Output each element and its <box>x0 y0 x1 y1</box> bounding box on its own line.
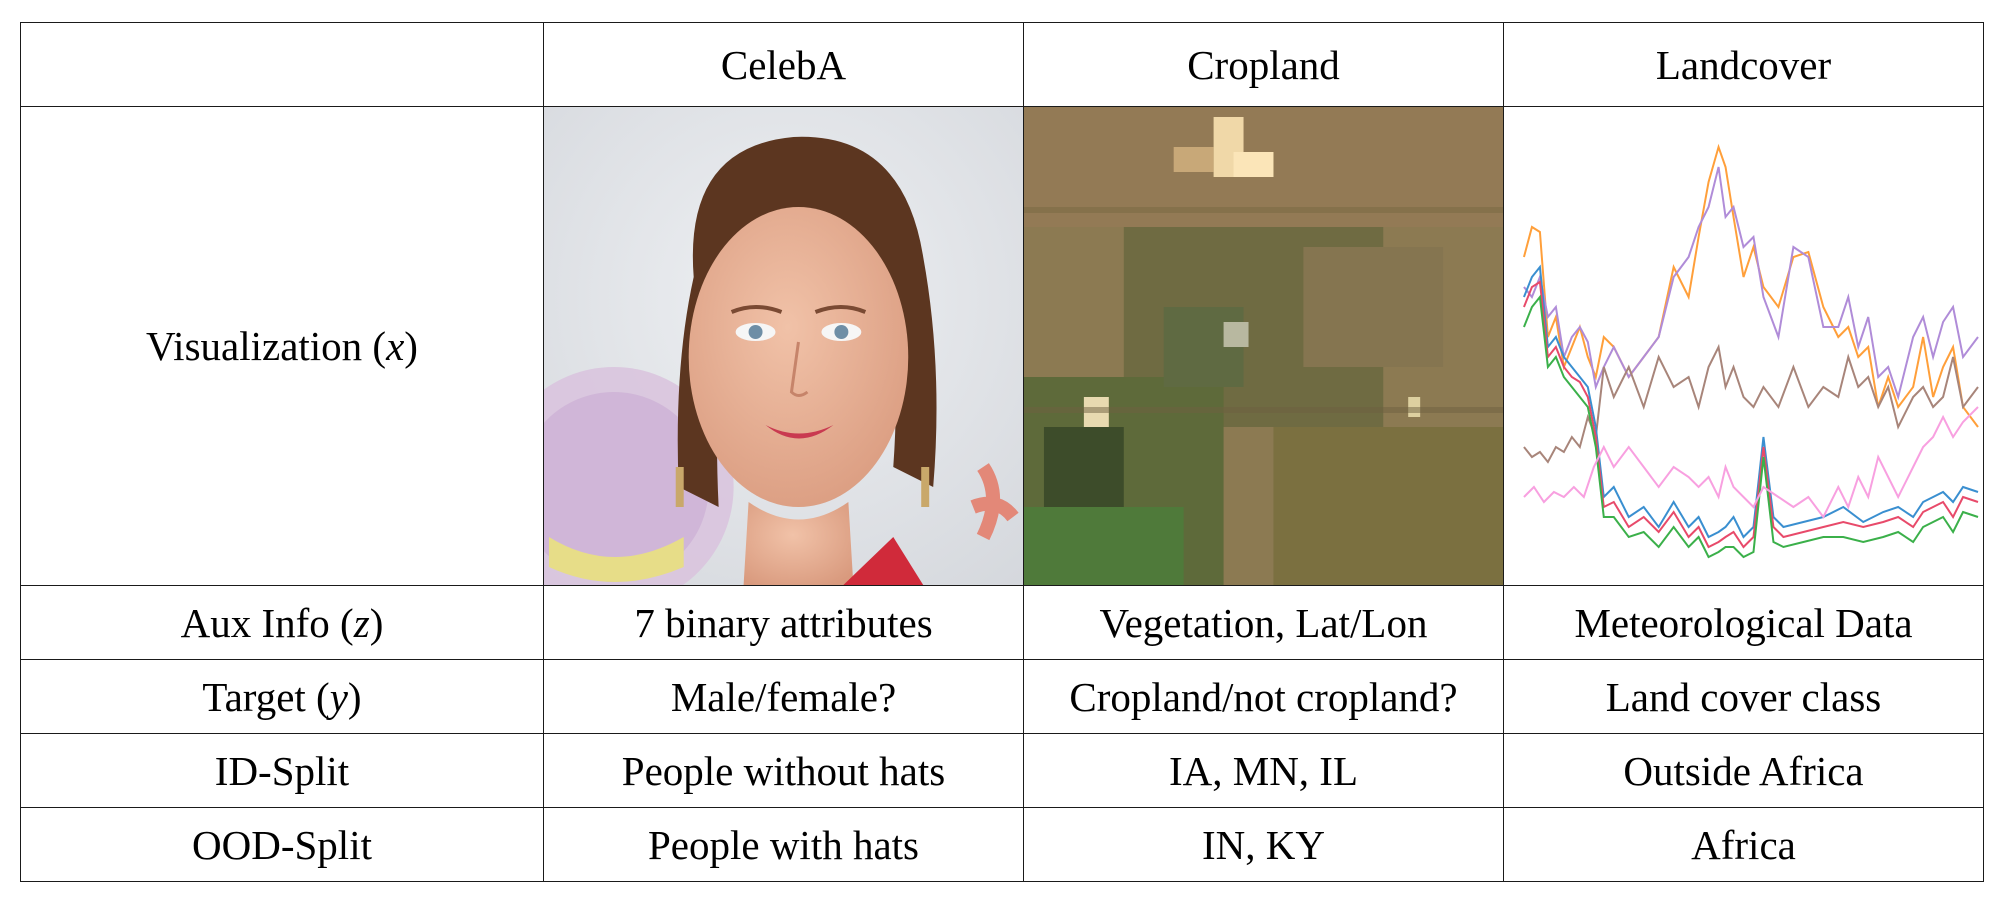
row-label-ood-split: OOD-Split <box>20 807 544 882</box>
row-label-target: Target (y) <box>20 659 544 734</box>
cropland-image-cell <box>1023 106 1504 586</box>
id-split-row: ID-Split People without hats IA, MN, IL … <box>20 733 1984 808</box>
header-row: CelebA Cropland Landcover <box>20 22 1984 107</box>
row-label-id-split: ID-Split <box>20 733 544 808</box>
series-brown <box>1523 343 1979 464</box>
id-split-cropland: IA, MN, IL <box>1023 733 1504 808</box>
series-red <box>1523 280 1979 549</box>
corner-cell <box>20 22 544 107</box>
ood-split-celeba: People with hats <box>543 807 1024 882</box>
target-cropland: Cropland/not cropland? <box>1023 659 1504 734</box>
series-green <box>1523 294 1979 559</box>
dataset-comparison-table: CelebA Cropland Landcover Visualization … <box>20 22 1984 882</box>
ood-split-landcover: Africa <box>1503 807 1984 882</box>
id-split-celeba: People without hats <box>543 733 1024 808</box>
aux-info-celeba: 7 binary attributes <box>543 585 1024 660</box>
row-label-visualization: Visualization (x) <box>20 106 544 586</box>
column-header-celeba: CelebA <box>543 22 1024 107</box>
celeba-face-image <box>544 107 1023 585</box>
target-celeba: Male/female? <box>543 659 1024 734</box>
series-purple <box>1523 166 1979 401</box>
ood-split-cropland: IN, KY <box>1023 807 1504 882</box>
celeba-image-cell <box>543 106 1024 586</box>
landcover-image-cell <box>1503 106 1984 586</box>
aux-info-cropland: Vegetation, Lat/Lon <box>1023 585 1504 660</box>
aux-info-row: Aux Info (z) 7 binary attributes Vegetat… <box>20 585 1984 660</box>
ood-split-row: OOD-Split People with hats IN, KY Africa <box>20 807 1984 882</box>
visualization-row: Visualization (x) <box>20 106 1984 586</box>
cropland-satellite-image <box>1024 107 1503 585</box>
series-blue <box>1523 264 1979 539</box>
landcover-time-series-plot <box>1504 107 1983 585</box>
target-row: Target (y) Male/female? Cropland/not cro… <box>20 659 1984 734</box>
aux-info-landcover: Meteorological Data <box>1503 585 1984 660</box>
target-landcover: Land cover class <box>1503 659 1984 734</box>
row-label-aux-info: Aux Info (z) <box>20 585 544 660</box>
column-header-landcover: Landcover <box>1503 22 1984 107</box>
id-split-landcover: Outside Africa <box>1503 733 1984 808</box>
column-header-cropland: Cropland <box>1023 22 1504 107</box>
series-pink <box>1523 406 1979 519</box>
